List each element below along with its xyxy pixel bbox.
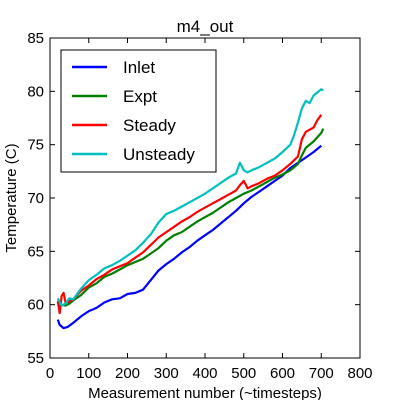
- y-tick-label: 65: [27, 243, 44, 260]
- legend: Inlet Expt Steady Unsteady: [61, 50, 216, 172]
- chart-title: m4_out: [177, 17, 234, 36]
- x-tick-label: 800: [347, 365, 372, 382]
- x-axis-label: Measurement number (~timesteps): [88, 385, 322, 400]
- x-tick-label: 300: [154, 365, 179, 382]
- y-tick-label: 60: [27, 297, 44, 314]
- y-tick-label: 55: [27, 350, 44, 367]
- y-axis-label: Temperature (C): [3, 143, 20, 252]
- x-tick-label: 100: [76, 365, 101, 382]
- y-tick-label: 70: [27, 190, 44, 207]
- x-tick-label: 0: [46, 365, 54, 382]
- series-line-inlet: [58, 146, 322, 328]
- legend-label-expt: Expt: [123, 87, 157, 106]
- x-tick-label: 400: [192, 365, 217, 382]
- y-tick-label: 80: [27, 83, 44, 100]
- x-tick-label: 600: [270, 365, 295, 382]
- legend-label-inlet: Inlet: [123, 58, 155, 77]
- legend-label-steady: Steady: [123, 116, 176, 135]
- x-tick-label: 500: [231, 365, 256, 382]
- x-tick-label: 200: [115, 365, 140, 382]
- legend-label-unsteady: Unsteady: [123, 145, 195, 164]
- y-tick-label: 85: [27, 30, 44, 47]
- y-tick-label: 75: [27, 137, 44, 154]
- x-tick-label: 700: [309, 365, 334, 382]
